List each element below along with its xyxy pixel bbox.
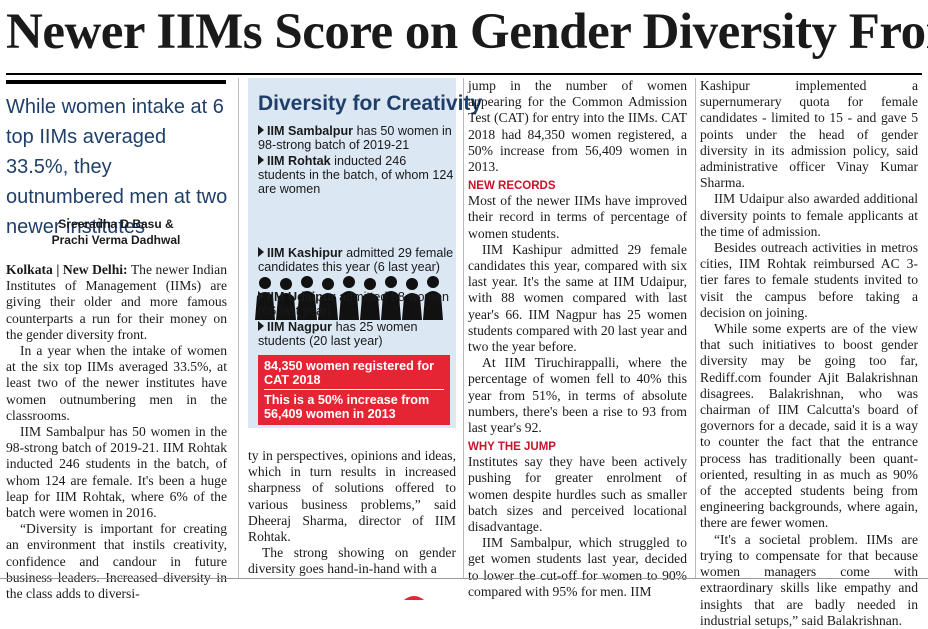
article-paragraph: “It's a societal problem. IIMs are tryin… — [700, 531, 918, 628]
triangle-bullet-icon — [258, 125, 264, 135]
women-silhouettes-illustration — [255, 276, 443, 320]
deck-bar — [6, 80, 226, 84]
article-paragraph: IIM Sambalpur has 50 women in the 98-str… — [6, 424, 227, 521]
info-box-item: IIM Udaipur admitted 88 women (66 last y… — [258, 290, 449, 319]
article-paragraph: The strong showing on gender diversity g… — [248, 545, 456, 577]
column-divider — [238, 78, 239, 578]
article-column-4: Kashipur implemented a supernumerary quo… — [700, 78, 918, 629]
article-column-1: Kolkata | New Delhi: The newer Indian In… — [6, 262, 227, 602]
article-paragraph: At IIM Tiruchirappalli, where the percen… — [468, 355, 687, 436]
info-box-item: IIM Rohtak inducted 246 students in the … — [258, 154, 454, 197]
column-divider — [463, 78, 464, 578]
subhead-why-the-jump: WHY THE JUMP — [468, 441, 556, 454]
article-paragraph: Kashipur implemented a supernumerary quo… — [700, 78, 918, 191]
byline: Sreeradha D Basu & Prachi Verma Dadhwal — [6, 216, 226, 248]
info-box-item: IIM Nagpur has 25 women students (20 las… — [258, 320, 418, 349]
article-paragraph: Institutes say they have been actively p… — [468, 454, 687, 535]
column-divider — [695, 78, 696, 578]
cropped-graphic — [404, 596, 424, 600]
dateline: Kolkata | New Delhi: — [6, 262, 128, 277]
info-box: Diversity for Creativity IIM Sambalpur h… — [248, 78, 482, 428]
article-column-3: jump in the number of women appearing fo… — [468, 78, 687, 600]
headline: Newer IIMs Score on Gender Diversity Fro… — [6, 4, 928, 60]
article-paragraph: While some experts are of the view that … — [700, 321, 918, 531]
cat-stat-callout: 84,350 women registered for CAT 2018 Thi… — [258, 355, 450, 425]
callout-line: This is a 50% increase from 56,409 women… — [264, 393, 430, 422]
headline-rule — [6, 73, 922, 75]
callout-divider — [264, 389, 444, 390]
triangle-bullet-icon — [258, 247, 264, 257]
article-paragraph: IIM Kashipur admitted 29 female candidat… — [468, 241, 687, 355]
article-paragraph: IIM Sambalpur, which struggled to get wo… — [468, 535, 687, 599]
page-rule — [0, 578, 928, 579]
article-paragraph: Kolkata | New Delhi: The newer Indian In… — [6, 262, 228, 342]
triangle-bullet-icon — [258, 321, 264, 331]
byline-author: Prachi Verma Dadhwal — [51, 233, 181, 247]
article-paragraph: IIM Udaipur also awarded additional dive… — [700, 191, 918, 239]
deck: While women intake at 6 top IIMs average… — [6, 96, 228, 238]
article-paragraph: Most of the newer IIMs have improved the… — [468, 193, 687, 241]
article-column-2: ty in perspectives, opinions and ideas, … — [248, 448, 456, 578]
info-box-item: IIM Kashipur admitted 29 female candidat… — [258, 246, 454, 275]
callout-line: 84,350 women registered for CAT 2018 — [264, 359, 435, 388]
article-paragraph: ty in perspectives, opinions and ideas, … — [248, 448, 456, 545]
article-paragraph: Besides outreach activities in metros ci… — [700, 240, 918, 320]
triangle-bullet-icon — [258, 155, 264, 165]
byline-author: Sreeradha D Basu & — [58, 217, 174, 231]
article-paragraph: jump in the number of women appearing fo… — [468, 78, 687, 175]
subhead-new-records: NEW RECORDS — [468, 180, 556, 193]
triangle-bullet-icon — [258, 291, 264, 301]
article-paragraph: In a year when the intake of women at th… — [6, 343, 227, 423]
article-paragraph: “Diversity is important for creating an … — [6, 521, 227, 602]
info-box-title: Diversity for Creativity — [258, 92, 483, 115]
info-box-item: IIM Sambalpur has 50 women in 98-strong … — [258, 124, 452, 153]
